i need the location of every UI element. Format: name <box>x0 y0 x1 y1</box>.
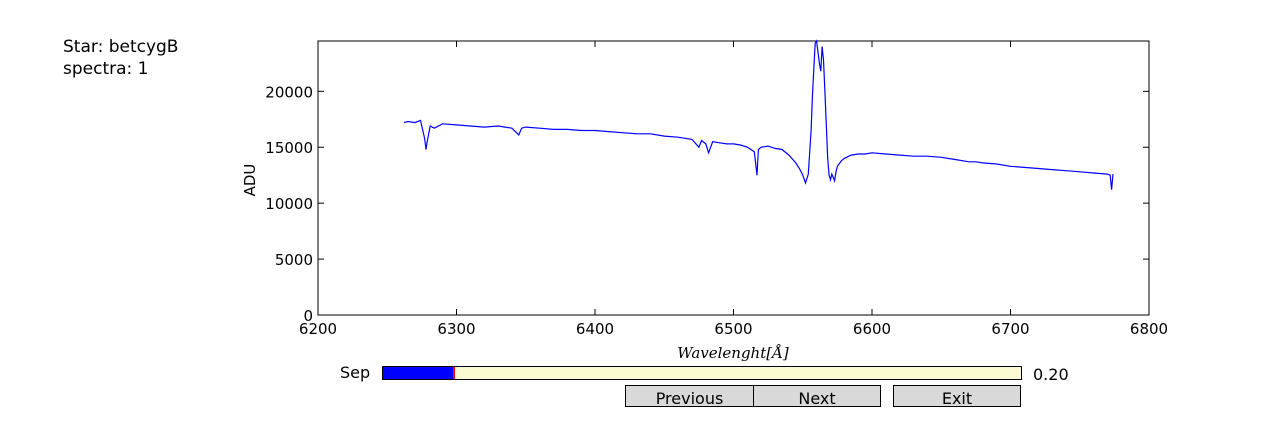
y-tick-label: 20000 <box>265 83 313 101</box>
star-label: Star: betcygB <box>63 37 179 57</box>
x-tick-label: 6300 <box>437 320 475 338</box>
y-tick-label: 10000 <box>265 195 313 213</box>
spectrum-line <box>403 39 1114 190</box>
plot-frame <box>317 40 1150 316</box>
sep-slider[interactable] <box>382 366 1022 380</box>
previous-button[interactable]: Previous <box>625 385 754 408</box>
next-button[interactable]: Next <box>753 385 881 408</box>
x-tick-label: 6700 <box>991 320 1029 338</box>
x-tick-label: 6400 <box>576 320 614 338</box>
sep-slider-value: 0.20 <box>1033 365 1069 384</box>
y-axis-label: ADU <box>241 164 259 197</box>
y-tick-label: 0 <box>303 307 313 325</box>
y-tick-label: 15000 <box>265 139 313 157</box>
sep-slider-marker <box>452 367 455 379</box>
exit-button[interactable]: Exit <box>893 385 1021 408</box>
spectra-count-label: spectra: 1 <box>63 59 149 79</box>
sep-slider-label: Sep <box>340 363 371 382</box>
x-tick-label: 6200 <box>299 320 337 338</box>
x-tick-label: 6500 <box>714 320 752 338</box>
y-tick-label: 5000 <box>275 251 313 269</box>
x-tick-label: 6800 <box>1130 320 1168 338</box>
sep-slider-fill <box>383 367 454 379</box>
x-tick-label: 6600 <box>853 320 891 338</box>
x-axis-label: Wavelenght[Å] <box>677 344 789 362</box>
